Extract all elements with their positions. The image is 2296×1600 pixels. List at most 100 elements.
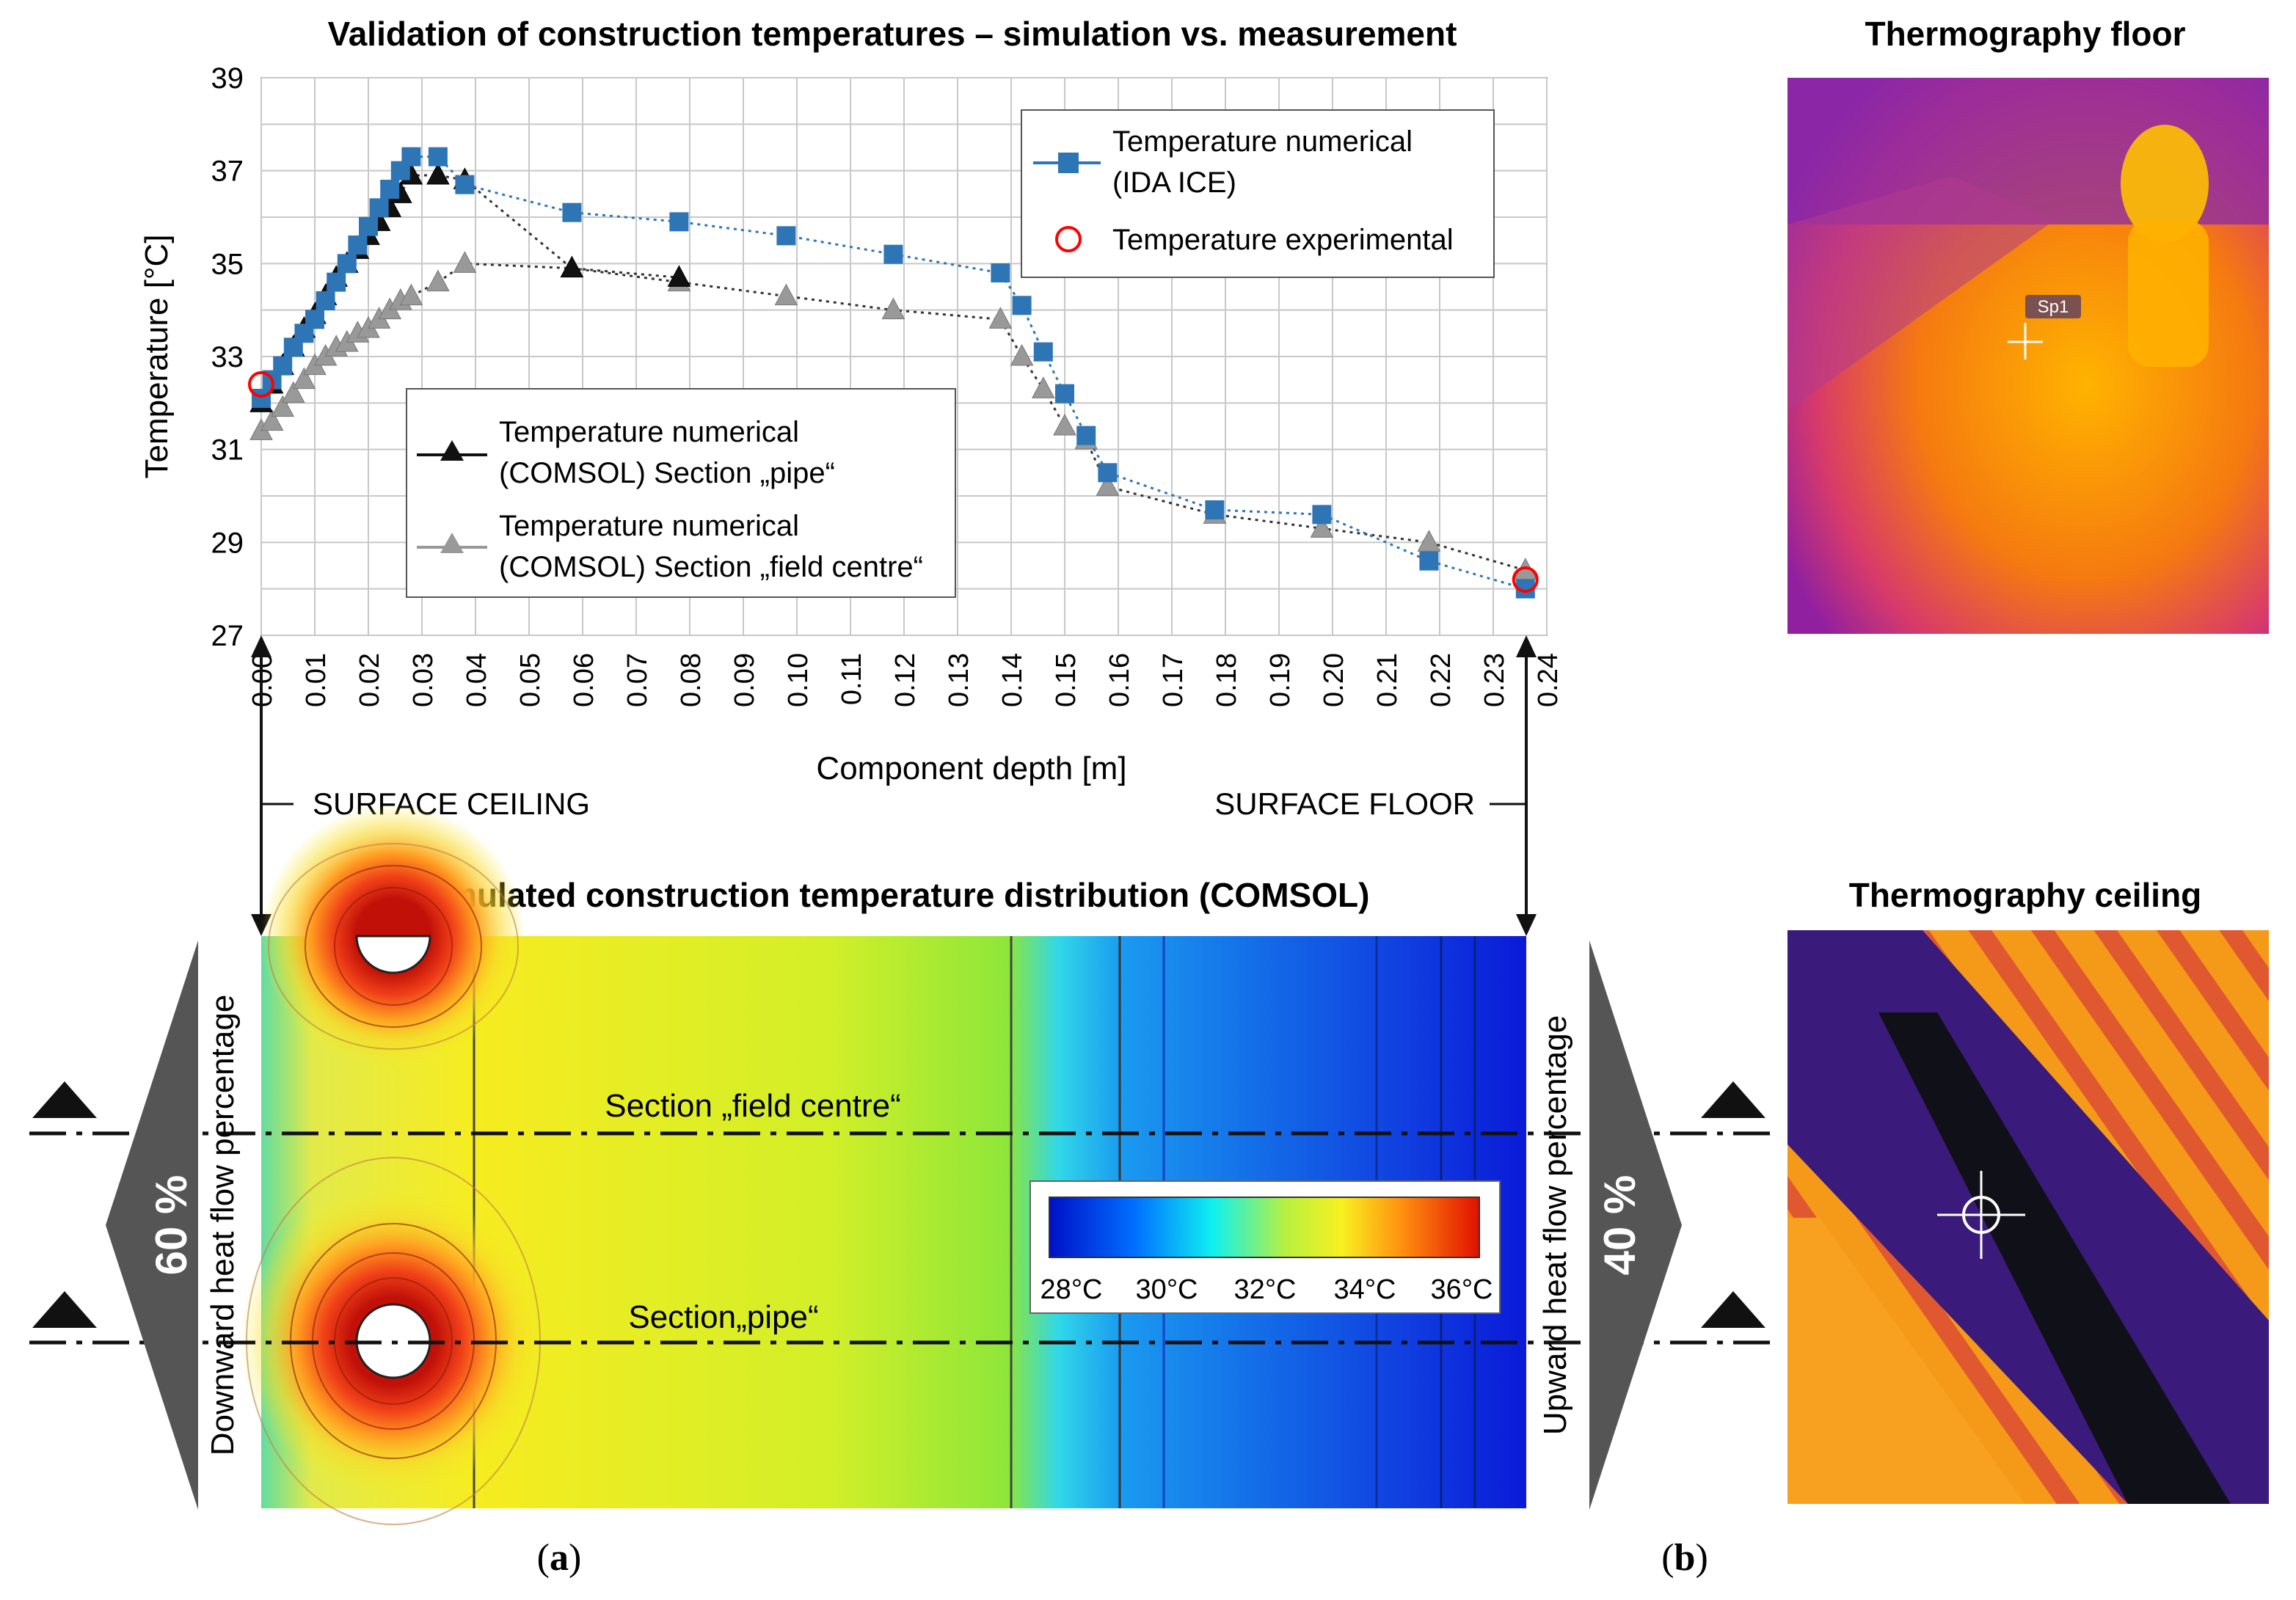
series-0 (252, 147, 1535, 599)
data-point (369, 198, 389, 218)
data-point (1076, 425, 1096, 445)
x-tick-label: 0.07 (622, 653, 653, 707)
data-point (281, 381, 305, 403)
data-point (1055, 384, 1074, 403)
x-tick-label: 0.01 (301, 653, 332, 707)
x-tick-label: 0.11 (837, 653, 867, 705)
panel-label-b: (b) (1661, 1537, 1708, 1579)
legend-marker-experimental (1055, 226, 1082, 252)
data-point (667, 265, 691, 287)
data-point (337, 254, 357, 274)
downward-flow-label: Downward heat flow percentage (205, 995, 241, 1456)
data-point (1312, 505, 1332, 525)
y-tick-label: 37 (211, 156, 244, 188)
data-point (881, 297, 905, 320)
person-silhouette (2121, 125, 2209, 242)
ceiling-title: Thermography ceiling (1849, 876, 2202, 914)
x-tick-label: 0.10 (783, 653, 814, 707)
data-point (1098, 463, 1118, 483)
data-point (252, 389, 271, 408)
legend-box-comsol (406, 388, 956, 598)
data-point (776, 226, 796, 246)
x-tick-label: 0.12 (890, 653, 921, 707)
data-point (1031, 376, 1055, 398)
legend-label-pipe-1: Temperature numerical (499, 416, 799, 448)
legend-marker-ida (1058, 153, 1079, 173)
data-point (1419, 551, 1439, 571)
legend-marker-field (440, 533, 464, 553)
data-point (271, 395, 295, 417)
data-point (991, 263, 1010, 282)
data-point (1512, 566, 1539, 593)
data-point (1417, 530, 1441, 552)
chart-title: Validation of construction temperatures … (328, 15, 1457, 53)
series-3 (248, 371, 1539, 593)
x-tick-label: 0.17 (1158, 653, 1189, 707)
panel-label-a: (a) (537, 1537, 582, 1579)
data-point (1010, 343, 1034, 366)
data-point (359, 216, 378, 236)
x-tick-label: 0.21 (1372, 653, 1403, 707)
legend-label-ida-1: Temperature numerical (1112, 125, 1413, 158)
x-axis-label: Component depth [m] (816, 750, 1126, 786)
colorbar-tick-36: 36°C (1431, 1274, 1493, 1305)
section-pipe-label: Section„pipe“ (628, 1299, 818, 1335)
data-point (1096, 474, 1120, 496)
legend-label-pipe-2: (COMSOL) Section „pipe“ (499, 457, 835, 489)
upward-flow-percent: 40 % (1595, 1175, 1644, 1276)
colorbar-tick-34: 34°C (1334, 1274, 1396, 1305)
data-point (1053, 413, 1076, 436)
data-point (669, 212, 689, 232)
floor-title: Thermography floor (1865, 15, 2185, 53)
legend-box (1021, 109, 1495, 278)
y-tick-label: 33 (211, 341, 244, 373)
section-marker-left-top (32, 1081, 97, 1118)
legend-label-field-2: (COMSOL) Section „field centre“ (499, 551, 923, 583)
data-point (348, 235, 368, 255)
y-tick-label: 29 (211, 527, 244, 559)
data-point (292, 367, 316, 390)
section-marker-right-top (1701, 1081, 1765, 1118)
x-tick-label: 0.09 (729, 653, 760, 707)
surface-floor-label: SURFACE FLOOR (1214, 786, 1475, 821)
data-point (453, 251, 477, 273)
legend-label-field-1: Temperature numerical (499, 510, 799, 542)
floor-arrow: SURFACE FLOOR (1214, 635, 1537, 936)
temperature-distribution: Simulated construction temperature distr… (29, 804, 1776, 1525)
section-field-centre-label: Section „field centre“ (605, 1088, 901, 1124)
data-point (1012, 296, 1032, 315)
downward-flow-wedge (106, 940, 198, 1510)
section-marker-left-bottom (32, 1291, 97, 1328)
x-tick-label: 0.08 (676, 653, 707, 707)
data-point (305, 310, 324, 329)
data-point (401, 147, 421, 167)
legend-top-right: Temperature numerical (IDA ICE) Temperat… (1021, 109, 1495, 278)
upward-flow-label: Upward heat flow percentage (1537, 1015, 1573, 1435)
y-tick-label: 35 (211, 248, 244, 280)
data-point (327, 272, 346, 292)
data-point (774, 283, 798, 306)
data-point (1033, 342, 1053, 362)
legend-label-experimental: Temperature experimental (1112, 224, 1454, 256)
data-point (316, 291, 335, 310)
x-tick-label: 0.06 (569, 653, 599, 707)
data-point (883, 244, 903, 264)
colorbar-tick-30: 30°C (1136, 1274, 1198, 1305)
legend-marker-pipe (440, 440, 464, 461)
colorbar-tick-28: 28°C (1041, 1274, 1103, 1305)
colorbar-tick-32: 32°C (1234, 1274, 1297, 1305)
data-point (1205, 500, 1225, 519)
floor-marker-label: Sp1 (2038, 297, 2069, 317)
data-point (248, 371, 274, 398)
pipe-top (355, 935, 431, 974)
data-point (399, 283, 423, 306)
legend-bottom-left: Temperature numerical (COMSOL) Section „… (406, 388, 956, 598)
x-tick-label: 0.19 (1265, 653, 1296, 707)
thermography-ceiling: Thermography ceiling (1787, 876, 2269, 1504)
x-tick-label: 0.05 (515, 653, 546, 707)
x-tick-label: 0.03 (408, 653, 439, 707)
colorbar: 28°C 30°C 32°C 34°C 36°C (1029, 1180, 1501, 1314)
x-tick-label: 0.14 (997, 653, 1028, 707)
x-tick-label: 0.20 (1319, 653, 1349, 707)
